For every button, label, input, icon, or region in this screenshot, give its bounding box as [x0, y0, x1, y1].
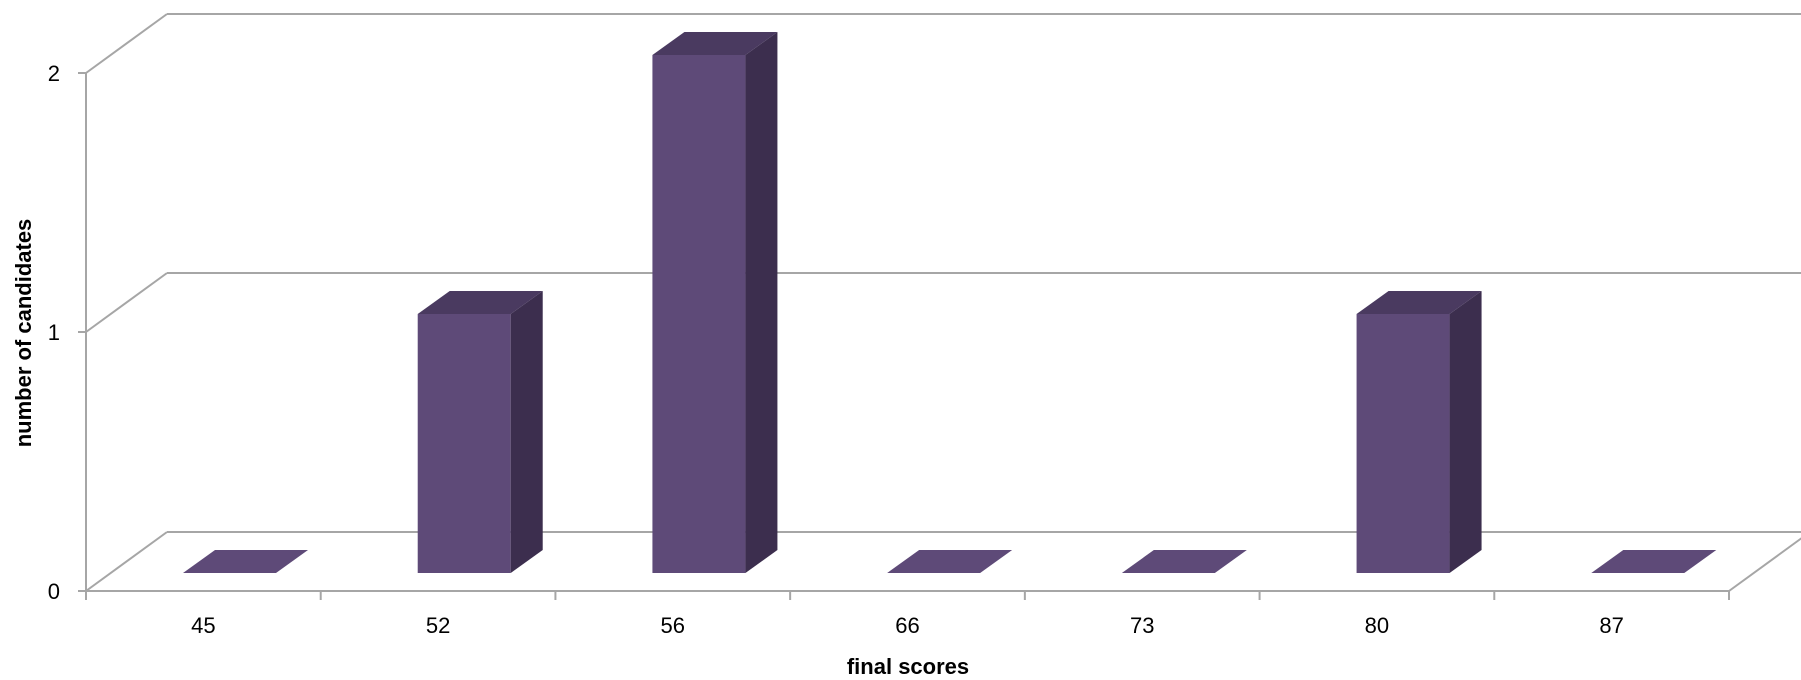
x-tick-label: 56 [661, 613, 685, 638]
bar-top [652, 32, 778, 55]
floor-right-edge [1728, 537, 1801, 592]
bar-side [1449, 291, 1482, 573]
x-tick-label: 73 [1130, 613, 1154, 638]
bar-top [887, 550, 1013, 573]
gridline-diagonal [85, 272, 168, 333]
bar-top [1356, 291, 1482, 314]
bar-top [1591, 550, 1717, 573]
bar-66 [887, 550, 1013, 573]
bar-top [183, 550, 308, 573]
bar-top [1121, 550, 1247, 573]
y-tick-label: 0 [48, 579, 60, 604]
x-tick-label: 45 [191, 613, 215, 638]
x-tick-label: 52 [426, 613, 450, 638]
x-tick-label: 80 [1365, 613, 1389, 638]
x-axis-title: final scores [847, 654, 969, 679]
tick-labels: 0 1 2 45 52 56 66 73 80 87 [48, 61, 1624, 638]
bar-87 [1591, 550, 1717, 573]
bar-52 [417, 291, 543, 573]
bar-45 [183, 550, 308, 573]
x-tick-label: 87 [1599, 613, 1623, 638]
bar-80 [1356, 291, 1482, 573]
y-axis-title: number of candidates [11, 219, 36, 448]
axes [78, 72, 1801, 600]
bars [183, 32, 1717, 573]
bar-top [417, 291, 543, 314]
gridline-diagonal [85, 13, 168, 74]
gridlines [85, 13, 1801, 592]
bar-73 [1121, 550, 1247, 573]
y-tick-label: 1 [48, 320, 60, 345]
bar-front [417, 314, 511, 573]
gridline-diagonal [85, 531, 168, 592]
bar-front [1356, 314, 1450, 573]
y-tick-label: 2 [48, 61, 60, 86]
bar-side [510, 291, 543, 573]
x-tick-label: 66 [895, 613, 919, 638]
bar-side [745, 32, 778, 573]
bar-front [652, 55, 746, 573]
bar-56 [652, 32, 778, 573]
